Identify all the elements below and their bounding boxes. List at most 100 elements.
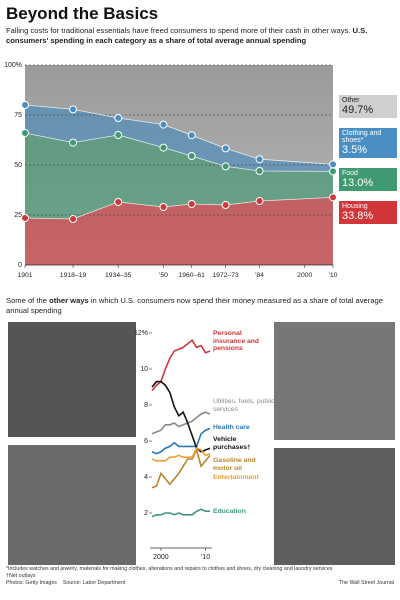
intro: Falling costs for traditional essentials…: [6, 26, 394, 46]
x-tick-label: '10: [201, 554, 210, 561]
point: [329, 167, 337, 176]
point: [21, 129, 29, 137]
area: [25, 133, 333, 219]
series-label: Gasoline and motor oil: [213, 457, 256, 472]
x-tick-label: 1960–61: [178, 272, 205, 279]
legend-value: 3.5%: [342, 144, 368, 156]
x-tick-label: '84: [255, 272, 264, 279]
point: [187, 131, 196, 140]
point: [159, 120, 168, 129]
y-tick-label: 0: [18, 262, 22, 269]
intro-text: Falling costs for traditional essentials…: [6, 26, 351, 35]
point: [69, 105, 78, 114]
point: [255, 167, 264, 175]
y-tick-label: 10: [140, 366, 148, 373]
y-tick-label: 4: [144, 474, 148, 481]
legend-value: 13.0%: [342, 177, 374, 189]
credits-row: Photos: Getty Images Source: Labor Depar…: [6, 580, 394, 587]
legend-entry: Other 49.7%: [339, 95, 397, 118]
line: [24, 104, 334, 165]
series-label: Utilities, fuels, public services: [213, 398, 275, 413]
point: [221, 201, 230, 209]
footnote: *Includes watches and jewelry, materials…: [6, 566, 333, 572]
line: [151, 411, 211, 435]
point: [21, 101, 29, 109]
footnotes: *Includes watches and jewelry, materials…: [6, 566, 394, 587]
series-label: Personal insurance and pensions: [213, 330, 260, 353]
legend-entry: Clothing and shoes* 3.5%: [339, 128, 397, 158]
line: [24, 132, 334, 172]
line: [24, 197, 334, 220]
legend-label: Housing: [342, 203, 368, 210]
x-tick-label: '50: [159, 272, 168, 279]
point: [69, 138, 78, 147]
line: [151, 380, 211, 453]
point: [221, 162, 230, 171]
legend-value: 49.7%: [342, 104, 374, 116]
series-label: Health care: [213, 424, 250, 431]
point: [329, 193, 337, 202]
point: [114, 131, 123, 139]
point: [329, 160, 337, 169]
x-tick-label: '10: [329, 272, 338, 279]
x-tick-label: 2000: [297, 272, 312, 279]
series-label: Vehicle purchases†: [213, 436, 251, 451]
y-tick-label: 8: [144, 402, 148, 409]
line: [151, 447, 211, 489]
title: Beyond the Basics: [6, 4, 159, 23]
point: [187, 200, 196, 208]
photo: [274, 322, 395, 440]
y-tick-label: 2: [144, 510, 148, 517]
point: [187, 152, 196, 160]
photo-credit: Photos: Getty Images: [6, 580, 57, 586]
legend-value: 33.8%: [342, 210, 374, 222]
legend-label: Food: [342, 170, 358, 177]
y-tick-label: 6: [144, 438, 148, 445]
credits: Photos: Getty Images Source: Labor Depar…: [6, 580, 125, 587]
point: [255, 197, 264, 205]
y-tick-label: 100%: [4, 62, 22, 69]
photo: [8, 445, 136, 565]
legend-entry: Food 13.0%: [339, 168, 397, 191]
y-tick-label: 12%: [134, 330, 148, 337]
y-tick-label: 75: [14, 112, 22, 119]
series-label: Education: [213, 508, 246, 515]
text: in which U.S. consumers now spend their …: [6, 296, 383, 315]
line: [151, 427, 211, 455]
text-bold: other ways: [49, 296, 89, 305]
point: [159, 143, 168, 152]
line: [151, 508, 210, 518]
area: [25, 197, 333, 265]
x-tick-label: 2000: [153, 554, 169, 561]
legend-label: Other: [342, 97, 360, 104]
series-label: Entertainment: [213, 474, 259, 481]
photo: [8, 322, 136, 437]
line: [151, 447, 211, 462]
text: Some of the: [6, 296, 47, 305]
photo: [274, 448, 395, 565]
intro-bold: U.S. consumers' spending in each categor…: [6, 26, 368, 45]
area: [25, 105, 333, 172]
line: [151, 339, 211, 392]
y-tick-label: 25: [14, 212, 22, 219]
point: [114, 114, 123, 122]
x-tick-label: 1972–73: [212, 272, 239, 279]
publisher: The Wall Street Journal: [338, 580, 394, 586]
legend-entry: Housing 33.8%: [339, 201, 397, 224]
y-tick-label: 50: [14, 162, 22, 169]
x-tick-label: 1934–35: [105, 272, 132, 279]
source: Source: Labor Department: [62, 580, 126, 586]
legend-label: Clothing and shoes*: [342, 130, 382, 144]
section-text: Some of the other ways in which U.S. con…: [6, 296, 396, 316]
footnote: †Net outlays: [6, 573, 36, 579]
point: [114, 198, 123, 206]
point: [255, 155, 264, 164]
point: [221, 144, 230, 153]
point: [21, 214, 29, 222]
point: [69, 215, 78, 223]
x-tick-label: 1901: [17, 272, 32, 279]
x-tick-label: 1918–19: [60, 272, 87, 279]
point: [159, 203, 168, 211]
